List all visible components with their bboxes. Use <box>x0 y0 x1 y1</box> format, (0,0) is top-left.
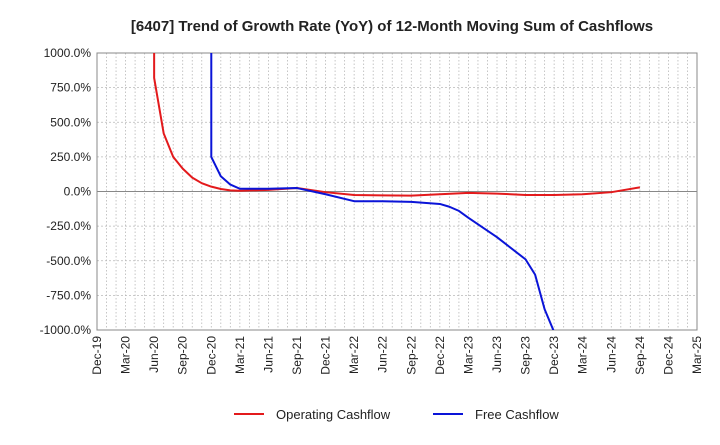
x-tick-label: Dec-22 <box>433 336 447 375</box>
x-tick-label: Mar-20 <box>119 336 133 374</box>
y-tick-label: -500.0% <box>46 254 91 268</box>
x-tick-label: Sep-22 <box>404 336 418 375</box>
x-tick-label: Mar-21 <box>233 336 247 374</box>
y-tick-label: -750.0% <box>46 288 91 302</box>
x-tick-label: Dec-23 <box>547 336 561 375</box>
plot-border <box>96 52 698 331</box>
x-tick-label: Mar-24 <box>576 336 590 374</box>
x-tick-label: Jun-23 <box>490 336 504 373</box>
x-tick-label: Mar-25 <box>690 336 704 374</box>
y-tick-label: -250.0% <box>46 219 91 233</box>
x-tick-label: Dec-21 <box>319 336 333 375</box>
legend: Operating Cashflow Free Cashflow <box>234 407 559 422</box>
x-tick-label: Dec-24 <box>661 336 675 375</box>
x-tick-label: Jun-21 <box>261 336 275 373</box>
legend-label: Operating Cashflow <box>276 407 391 422</box>
series-line-free-cashflow <box>210 53 555 330</box>
y-tick-label: 0.0% <box>64 185 92 199</box>
grid <box>96 52 698 331</box>
x-tick-label: Sep-24 <box>633 336 647 375</box>
x-tick-label: Dec-19 <box>90 336 104 375</box>
y-tick-label: 250.0% <box>50 150 91 164</box>
x-tick-label: Jun-24 <box>604 336 618 373</box>
x-tick-label: Jun-22 <box>376 336 390 373</box>
y-tick-label: -1000.0% <box>40 323 92 337</box>
chart-title: [6407] Trend of Growth Rate (YoY) of 12-… <box>131 18 653 35</box>
y-tick-label: 1000.0% <box>44 46 92 60</box>
x-tick-label: Sep-23 <box>519 336 533 375</box>
plot-area <box>153 53 641 330</box>
x-tick-label: Mar-23 <box>461 336 475 374</box>
x-tick-label: Mar-22 <box>347 336 361 374</box>
x-tick-label: Sep-20 <box>176 336 190 375</box>
x-tick-label: Dec-20 <box>204 336 218 375</box>
x-tick-label: Jun-20 <box>147 336 161 373</box>
x-axis: Dec-19 Mar-20 Jun-20 Sep-20 Dec-20 Mar-21 Jun-… <box>90 336 704 375</box>
y-tick-label: 750.0% <box>50 81 91 95</box>
y-axis: 1000.0% 750.0% 500.0% 250.0% 0.0% -250.0% -500… <box>40 46 92 337</box>
y-tick-label: 500.0% <box>50 115 91 129</box>
legend-label: Free Cashflow <box>475 407 559 422</box>
x-tick-label: Sep-21 <box>290 336 304 375</box>
